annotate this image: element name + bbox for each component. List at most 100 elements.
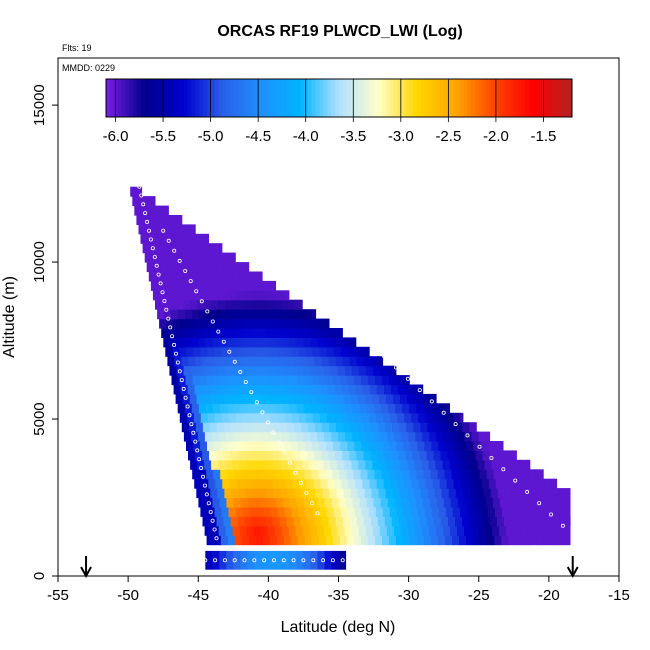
colorbar-swatch [265, 79, 270, 117]
heatmap-cell [339, 535, 348, 546]
heatmap-cell [302, 365, 311, 376]
heatmap-cell [164, 309, 172, 320]
heatmap-cell [475, 450, 484, 461]
heatmap-cell [369, 384, 378, 395]
heatmap-cell [307, 450, 315, 461]
heatmap-cell [240, 497, 249, 508]
heatmap-cell [256, 280, 264, 291]
colorbar-swatch [490, 79, 495, 117]
heatmap-cell [293, 516, 302, 527]
flight-point [161, 228, 166, 233]
heatmap-cell [561, 488, 569, 499]
colorbar-swatch [113, 79, 119, 117]
heatmap-cell [177, 403, 186, 414]
heatmap-cell [247, 271, 255, 282]
heatmap-cell [331, 497, 340, 508]
heatmap-cell [463, 459, 472, 470]
heatmap-cell [450, 497, 459, 508]
heatmap-cell [364, 422, 372, 433]
heatmap-cell [227, 375, 236, 386]
heatmap-cell [230, 262, 239, 273]
heatmap-cell [473, 506, 482, 517]
heatmap-cell [242, 412, 251, 423]
heatmap-cell [171, 215, 180, 225]
heatmap-cell [199, 375, 208, 386]
heatmap-cell [253, 525, 262, 536]
heatmap-cell [193, 252, 202, 263]
heatmap-cell [370, 516, 379, 527]
heatmap-cell [147, 233, 156, 244]
heatmap-cell [228, 252, 236, 263]
heatmap-cell [339, 469, 347, 480]
heatmap-cell [343, 393, 352, 404]
heatmap-cell [462, 488, 471, 499]
heatmap-cell [299, 412, 307, 423]
heatmap-cell [481, 478, 490, 489]
heatmap-cell [342, 450, 350, 461]
colorbar-swatch [300, 79, 305, 117]
heatmap-cell [238, 488, 246, 499]
heatmap-cell [334, 384, 343, 395]
heatmap-cell [262, 535, 271, 546]
heatmap-cell [409, 469, 418, 480]
colorbar-swatch [432, 79, 437, 117]
heatmap-cell [251, 290, 259, 301]
heatmap-cell [417, 535, 425, 546]
heatmap-cell [395, 469, 404, 480]
flight-point [249, 390, 254, 395]
heatmap-cell [357, 422, 365, 433]
heatmap-cell [394, 431, 402, 442]
heatmap-cell [216, 356, 225, 367]
heatmap-cell [237, 290, 245, 301]
heatmap-cell [452, 441, 461, 451]
heatmap-cell [337, 365, 346, 376]
heatmap-cell [250, 384, 259, 395]
heatmap-cell [568, 488, 571, 499]
heatmap-cell [482, 450, 491, 461]
heatmap-cell [266, 488, 274, 499]
colorbar-swatch [401, 79, 406, 117]
heatmap-cell [223, 356, 232, 367]
flight-point [148, 237, 153, 242]
colorbar-swatch [160, 79, 165, 117]
heatmap-cell [186, 441, 194, 451]
colorbar-swatch [381, 79, 387, 117]
flight-point [172, 248, 177, 253]
heatmap-cell [200, 441, 208, 451]
heatmap-cell [233, 497, 241, 508]
colorbar-swatch [517, 79, 523, 117]
heatmap-cell [311, 403, 319, 414]
colorbar-swatch [335, 79, 340, 117]
heatmap-cell [188, 290, 196, 301]
heatmap-cell [473, 535, 481, 546]
flight-point [179, 378, 184, 383]
heatmap-cell [541, 525, 549, 536]
heatmap-cell [336, 488, 345, 499]
heatmap-cell [334, 478, 343, 489]
heatmap-cell [278, 478, 286, 489]
colorbar-swatch [191, 79, 196, 117]
flight-point [265, 420, 270, 425]
heatmap-cell [229, 478, 237, 489]
heatmap-cell [303, 497, 312, 508]
heatmap-cell [470, 459, 479, 470]
heatmap-cell [203, 328, 211, 338]
heatmap-cell [213, 469, 221, 480]
heatmap-cell [424, 441, 432, 451]
heatmap-cell [220, 469, 228, 480]
heatmap-cell [516, 478, 525, 489]
heatmap-cell [251, 356, 260, 367]
heatmap-cell [219, 403, 228, 414]
heatmap-cell [232, 459, 240, 470]
heatmap-cell [453, 478, 462, 489]
heatmap-cell [192, 375, 201, 386]
flight-point [260, 410, 265, 415]
heatmap-cell [186, 346, 194, 357]
heatmap-cell [483, 516, 491, 527]
colorbar-swatch [354, 79, 359, 117]
heatmap-cell [216, 290, 224, 301]
heatmap-cell [302, 459, 310, 470]
heatmap-cell [237, 516, 246, 527]
colorbar-swatch [234, 79, 239, 117]
